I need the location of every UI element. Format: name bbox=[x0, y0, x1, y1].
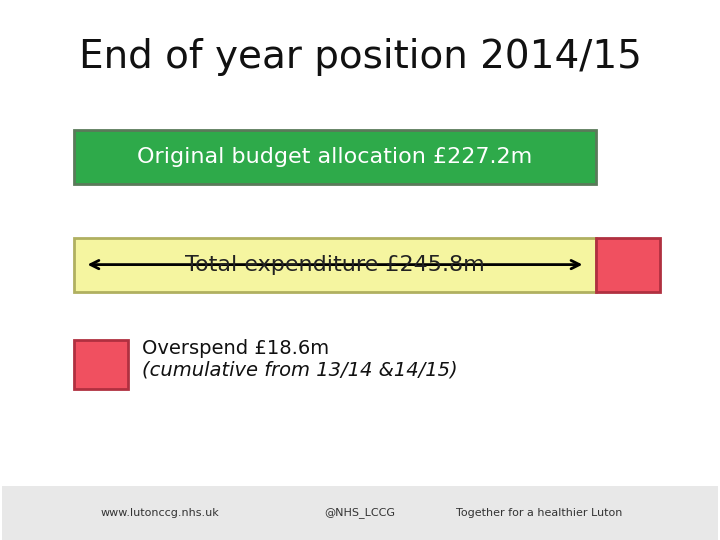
FancyBboxPatch shape bbox=[2, 486, 718, 540]
Text: Original budget allocation £227.2m: Original budget allocation £227.2m bbox=[138, 146, 533, 167]
Text: @NHS_LCCG: @NHS_LCCG bbox=[325, 508, 395, 518]
Text: Overspend £18.6m: Overspend £18.6m bbox=[142, 339, 329, 358]
FancyBboxPatch shape bbox=[596, 238, 660, 292]
Text: End of year position 2014/15: End of year position 2014/15 bbox=[78, 38, 642, 76]
FancyBboxPatch shape bbox=[74, 238, 596, 292]
FancyBboxPatch shape bbox=[74, 130, 596, 184]
Text: Together for a healthier Luton: Together for a healthier Luton bbox=[456, 508, 622, 518]
FancyBboxPatch shape bbox=[74, 340, 127, 389]
Text: (cumulative from 13/14 &14/15): (cumulative from 13/14 &14/15) bbox=[142, 360, 457, 380]
Text: www.lutonccg.nhs.uk: www.lutonccg.nhs.uk bbox=[100, 508, 219, 518]
Text: Total expenditure £245.8m: Total expenditure £245.8m bbox=[185, 254, 485, 275]
